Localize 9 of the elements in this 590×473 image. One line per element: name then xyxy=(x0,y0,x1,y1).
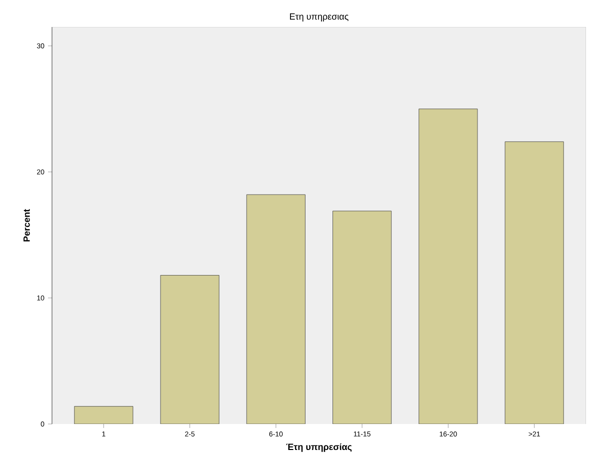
bar xyxy=(160,275,220,424)
bar xyxy=(246,194,306,424)
chart-title: Ετη υπηρεσιας xyxy=(290,13,348,22)
y-axis-title: Percent xyxy=(24,209,30,242)
bar xyxy=(504,141,564,424)
x-axis-title: Έτη υπηρεσίας xyxy=(286,443,352,452)
bar xyxy=(74,406,134,424)
bar xyxy=(332,210,392,424)
bar xyxy=(418,108,478,424)
